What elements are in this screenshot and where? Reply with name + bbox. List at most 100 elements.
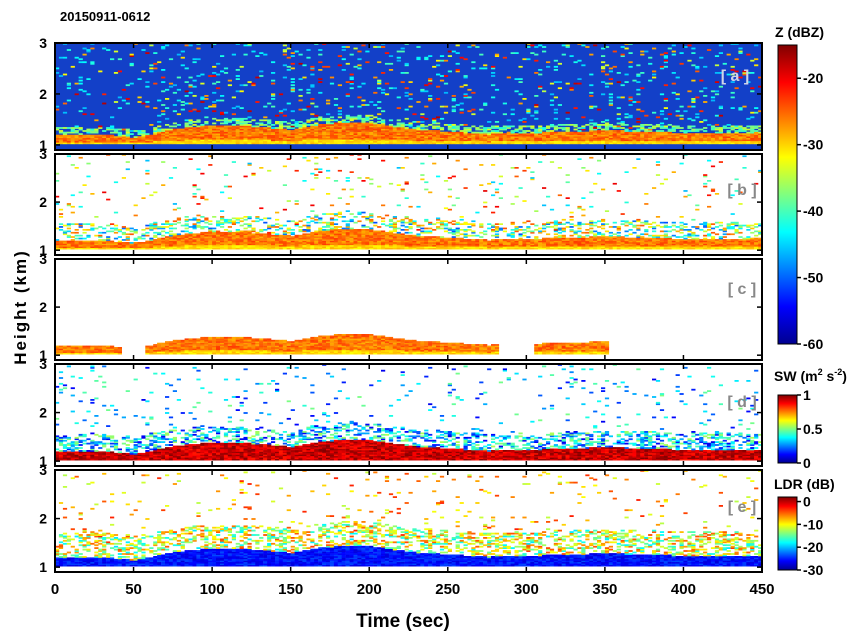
pixel-a xyxy=(388,136,394,138)
pixel-a xyxy=(176,99,181,102)
pixel-b xyxy=(518,234,523,237)
pixel-b xyxy=(589,240,594,243)
pixel-b xyxy=(388,242,394,244)
pixel-b xyxy=(255,243,260,246)
pixel-a xyxy=(506,131,511,134)
pixel-b xyxy=(286,242,291,244)
pixel-a xyxy=(172,91,177,94)
pixel-a xyxy=(404,133,409,135)
pixel-b xyxy=(86,175,91,178)
pixel-b xyxy=(55,246,60,248)
pixel-a xyxy=(659,136,665,138)
pixel-a xyxy=(416,128,421,131)
pixel-b xyxy=(282,234,287,237)
pixel-a xyxy=(157,133,162,135)
pixel-b xyxy=(286,220,291,223)
pixel-b xyxy=(113,181,119,184)
pixel-a xyxy=(373,137,378,140)
pixel-b xyxy=(463,240,468,243)
pixel-b xyxy=(561,229,566,231)
pixel-a xyxy=(290,67,295,70)
pixel-a xyxy=(750,72,755,74)
pixel-b xyxy=(349,237,354,240)
pixel-a xyxy=(349,137,354,140)
pixel-b xyxy=(581,242,586,244)
pixel-b xyxy=(494,205,500,208)
pixel-a xyxy=(290,124,295,126)
pixel-a xyxy=(294,122,299,125)
pixel-b xyxy=(58,208,64,211)
pixel-b xyxy=(471,230,476,233)
pixel-b xyxy=(424,220,429,223)
pixel-a xyxy=(703,137,708,140)
pixel-a xyxy=(734,87,739,90)
pixel-a xyxy=(612,131,617,134)
pixel-a xyxy=(204,128,209,131)
pixel-a xyxy=(235,140,240,143)
pixel-b xyxy=(153,226,158,228)
pixel-a xyxy=(271,134,276,137)
pixel-b xyxy=(157,227,162,230)
pixel-a xyxy=(518,93,523,96)
pixel-a xyxy=(601,142,606,145)
pixel-a xyxy=(86,131,91,134)
pixel-b xyxy=(165,231,170,234)
pixel-b xyxy=(216,233,221,236)
pixel-b xyxy=(577,221,582,224)
pixel-b xyxy=(432,240,437,243)
pixel-b xyxy=(439,236,445,238)
pixel-a xyxy=(514,139,519,142)
pixel-b xyxy=(349,234,354,237)
pixel-b xyxy=(514,195,519,198)
pixel-b xyxy=(451,230,456,233)
pixel-b xyxy=(227,185,232,188)
pixel-b xyxy=(78,242,83,244)
pixel-a xyxy=(553,59,558,62)
pixel-a xyxy=(384,130,390,132)
pixel-a xyxy=(377,113,382,116)
pixel-b xyxy=(447,247,452,250)
pixel-a xyxy=(373,124,378,126)
pixel-a xyxy=(66,82,71,85)
pixel-b xyxy=(381,246,386,248)
pixel-a xyxy=(530,127,535,129)
pixel-a xyxy=(294,50,299,53)
pixel-b xyxy=(553,224,558,227)
pixel-b xyxy=(318,227,323,230)
pixel-a xyxy=(549,82,555,85)
pixel-a xyxy=(400,81,405,83)
pixel-b xyxy=(369,234,374,237)
pixel-a xyxy=(447,139,452,142)
pixel-a xyxy=(553,81,558,83)
pixel-b xyxy=(168,177,174,179)
pixel-b xyxy=(408,227,413,230)
pixel-b xyxy=(74,246,79,248)
pixel-b xyxy=(471,246,476,248)
pixel-a xyxy=(82,47,87,50)
pixel-a xyxy=(381,140,386,143)
pixel-a xyxy=(428,133,433,135)
pixel-b xyxy=(220,234,225,237)
pixel-a xyxy=(220,128,225,131)
pixel-a xyxy=(750,130,755,132)
pixel-a xyxy=(369,133,374,135)
pixel-a xyxy=(616,137,621,140)
pixel-a xyxy=(494,88,500,91)
pixel-b xyxy=(373,237,378,240)
pixel-a xyxy=(479,125,484,128)
pixel-b xyxy=(223,185,229,188)
pixel-a xyxy=(188,125,193,128)
pixel-a xyxy=(683,142,688,145)
pixel-b xyxy=(322,233,327,236)
pixel-a xyxy=(188,85,193,88)
pixel-b xyxy=(420,239,425,241)
pixel-b xyxy=(581,237,586,240)
pixel-a xyxy=(212,117,217,120)
pixel-b xyxy=(86,247,91,250)
pixel-b xyxy=(204,243,209,246)
pixel-b xyxy=(125,237,130,240)
pixel-a xyxy=(628,98,633,100)
pixel-a xyxy=(381,121,386,123)
pixel-b xyxy=(78,244,83,247)
pixel-a xyxy=(534,111,539,114)
